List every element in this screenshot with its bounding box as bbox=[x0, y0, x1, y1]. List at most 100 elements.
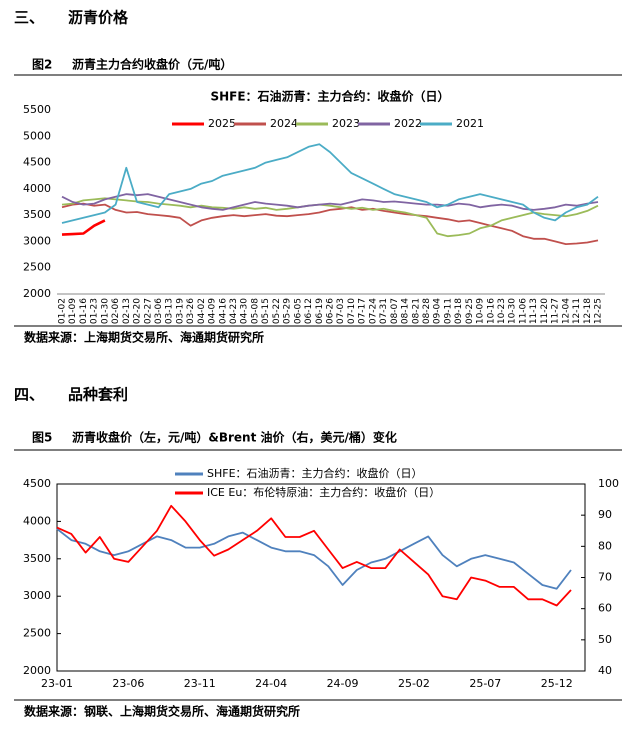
legend-label: SHFE：石油沥青：主力合约：收盘价（日） bbox=[207, 466, 423, 480]
x-tick-label: 23-06 bbox=[112, 677, 144, 690]
x-tick-label: 05-15 bbox=[261, 298, 271, 324]
legend-label: 2025 bbox=[208, 117, 236, 130]
section-title: 沥青价格 bbox=[68, 9, 129, 27]
x-tick-label: 06-05 bbox=[293, 298, 303, 324]
figure-source: 数据来源：钢联、上海期货交易所、海通期货研究所 bbox=[24, 704, 300, 719]
y-tick-label: 2000 bbox=[23, 664, 51, 677]
x-tick-label: 12-18 bbox=[583, 298, 593, 324]
y2-tick-label: 40 bbox=[598, 664, 612, 677]
x-tick-label: 06-12 bbox=[304, 298, 314, 324]
x-tick-label: 10-16 bbox=[486, 298, 496, 324]
section-number: 三、 bbox=[14, 9, 44, 27]
series-line bbox=[56, 504, 572, 607]
x-tick-label: 07-10 bbox=[347, 298, 357, 324]
y-tick-label: 5000 bbox=[23, 129, 51, 142]
x-tick-label: 07-17 bbox=[358, 298, 368, 324]
x-tick-label: 02-13 bbox=[122, 298, 132, 324]
x-tick-label: 10-30 bbox=[508, 298, 518, 324]
x-tick-label: 07-24 bbox=[368, 298, 378, 324]
x-tick-label: 04-23 bbox=[229, 298, 239, 324]
x-tick-label: 04-16 bbox=[218, 298, 228, 324]
x-tick-label: 03-26 bbox=[186, 298, 196, 324]
x-tick-label: 05-08 bbox=[250, 298, 260, 324]
legend-label: 2022 bbox=[394, 117, 422, 130]
section-title: 品种套利 bbox=[68, 386, 128, 404]
x-tick-label: 01-30 bbox=[100, 298, 110, 324]
legend-label: 2021 bbox=[456, 117, 484, 130]
x-tick-label: 01-16 bbox=[79, 298, 89, 324]
legend-label: ICE Eu：布伦特原油：主力合约：收盘价（日） bbox=[207, 485, 440, 499]
x-tick-label: 08-14 bbox=[401, 298, 411, 324]
x-tick-label: 02-20 bbox=[133, 298, 143, 324]
x-tick-label: 09-25 bbox=[465, 298, 475, 324]
y-tick-label: 5500 bbox=[23, 103, 51, 116]
series-line bbox=[61, 143, 599, 224]
x-tick-label: 23-11 bbox=[184, 677, 216, 690]
x-tick-label: 09-04 bbox=[433, 298, 443, 324]
x-tick-label: 25-02 bbox=[398, 677, 430, 690]
x-tick-label: 07-03 bbox=[336, 298, 346, 324]
y-tick-label: 4500 bbox=[23, 477, 51, 490]
series-line bbox=[61, 197, 599, 238]
figure-source: 数据来源：上海期货交易所、海通期货研究所 bbox=[24, 330, 264, 345]
y-tick-label: 2500 bbox=[23, 261, 51, 274]
y2-tick-label: 100 bbox=[598, 477, 619, 490]
x-tick-label: 02-06 bbox=[111, 298, 121, 324]
x-tick-label: 10-23 bbox=[497, 298, 507, 324]
y-tick-label: 4000 bbox=[23, 182, 51, 195]
y-tick-label: 4500 bbox=[23, 156, 51, 169]
figure-number: 图5 bbox=[32, 431, 52, 445]
figure-number: 图2 bbox=[32, 58, 52, 72]
x-tick-label: 10-09 bbox=[476, 298, 486, 324]
plot-frame bbox=[56, 483, 586, 672]
legend-label: 2024 bbox=[270, 117, 298, 130]
y2-tick-label: 60 bbox=[598, 602, 612, 615]
x-tick-label: 01-09 bbox=[68, 298, 78, 324]
x-tick-label: 05-29 bbox=[283, 298, 293, 324]
x-tick-label: 08-21 bbox=[411, 298, 421, 324]
x-tick-label: 09-18 bbox=[454, 298, 464, 324]
y-tick-label: 4000 bbox=[23, 514, 51, 527]
x-tick-label: 08-07 bbox=[390, 298, 400, 324]
x-tick-label: 03-13 bbox=[165, 298, 175, 324]
x-tick-label: 11-06 bbox=[518, 298, 528, 324]
series-line bbox=[61, 193, 599, 211]
x-tick-label: 01-02 bbox=[58, 298, 68, 324]
y2-tick-label: 80 bbox=[598, 539, 612, 552]
y-tick-label: 3000 bbox=[23, 589, 51, 602]
x-tick-label: 03-06 bbox=[154, 298, 164, 324]
x-tick-label: 08-28 bbox=[422, 298, 432, 324]
x-tick-label: 01-23 bbox=[90, 298, 100, 324]
y2-tick-label: 50 bbox=[598, 633, 612, 646]
x-tick-label: 25-12 bbox=[541, 677, 573, 690]
x-tick-label: 23-01 bbox=[41, 677, 73, 690]
figure-caption: 沥青主力合约收盘价（元/吨） bbox=[72, 57, 232, 72]
y-tick-label: 3500 bbox=[23, 208, 51, 221]
x-tick-label: 24-04 bbox=[255, 677, 287, 690]
figure-caption: 沥青收盘价（左，元/吨）&Brent 油价（右，美元/桶）变化 bbox=[72, 430, 397, 445]
x-tick-label: 11-27 bbox=[551, 298, 561, 324]
y-tick-label: 3500 bbox=[23, 552, 51, 565]
x-tick-label: 09-11 bbox=[443, 298, 453, 324]
x-tick-label: 05-22 bbox=[272, 298, 282, 324]
x-tick-label: 12-04 bbox=[561, 298, 571, 324]
x-tick-label: 12-25 bbox=[594, 298, 604, 324]
x-tick-label: 12-11 bbox=[572, 298, 582, 324]
y-tick-label: 3000 bbox=[23, 234, 51, 247]
series-line bbox=[56, 528, 572, 590]
y-tick-label: 2500 bbox=[23, 627, 51, 640]
series-line bbox=[61, 219, 106, 236]
x-tick-label: 04-30 bbox=[240, 298, 250, 324]
x-tick-label: 06-19 bbox=[315, 298, 325, 324]
y-tick-label: 2000 bbox=[23, 287, 51, 300]
x-tick-label: 11-13 bbox=[529, 298, 539, 324]
x-tick-label: 06-26 bbox=[326, 298, 336, 324]
x-tick-label: 04-09 bbox=[208, 298, 218, 324]
x-tick-label: 11-20 bbox=[540, 298, 550, 324]
y2-tick-label: 90 bbox=[598, 508, 612, 521]
section-number: 四、 bbox=[14, 386, 44, 404]
x-tick-label: 02-27 bbox=[143, 298, 153, 324]
series-line bbox=[61, 202, 599, 245]
x-tick-label: 03-19 bbox=[175, 298, 185, 324]
